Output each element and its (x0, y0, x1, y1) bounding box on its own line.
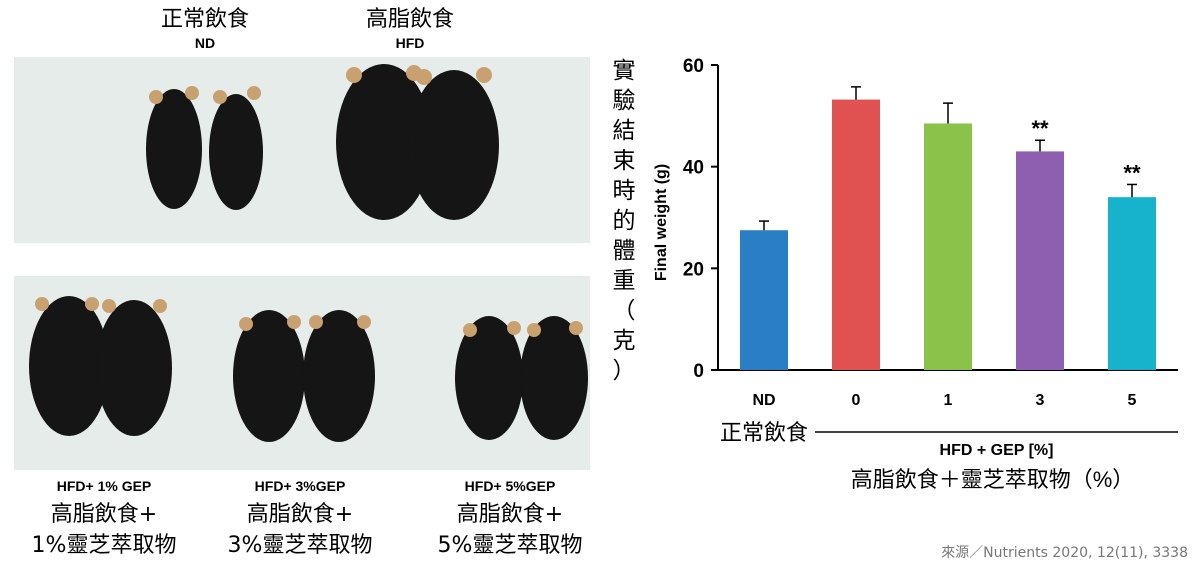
x-tick-label: ND (752, 392, 775, 409)
label-gep5-zh2: 5%靈芝萃取物 (437, 533, 583, 558)
y-tick-label: 0 (693, 361, 704, 382)
x-tick-label: 3 (1036, 392, 1045, 409)
group-label: HFD + GEP [%] (940, 442, 1054, 459)
y-tick-label: 40 (683, 158, 704, 179)
x-tick-label: 0 (852, 392, 861, 409)
bar-5 (1108, 197, 1156, 370)
label-gep5-en: HFD+ 5%GEP (464, 478, 556, 494)
mice-photo-top (14, 57, 590, 243)
label-nd-zh: 正常飲食 (160, 7, 249, 32)
final-weight-bar-chart: 0 20 40 60 Final weight (g) 實驗結束時的體重（克） ND 0 1 **… (613, 56, 1178, 492)
bar-0 (832, 99, 880, 371)
x-tick-label: 1 (944, 392, 953, 409)
y-tick-label: 20 (683, 259, 704, 280)
label-gep3-zh2: 3%靈芝萃取物 (227, 533, 373, 558)
label-hfd-zh: 高脂飲食 (365, 7, 454, 32)
label-gep5-zh1: 高脂飲食+ (456, 502, 564, 527)
y-tick-label: 60 (683, 56, 704, 77)
label-gep1-en: HFD+ 1% GEP (56, 478, 152, 494)
label-hfd-en: HFD (395, 35, 425, 51)
nd-label-zh: 正常飲食 (720, 420, 808, 445)
y-axis-label: Final weight (g) (653, 164, 670, 281)
y-axis-label-zh: 實驗結束時的體重（克） (613, 57, 636, 383)
label-gep3-en: HFD+ 3%GEP (254, 478, 346, 494)
mice-photo-bottom (14, 276, 590, 470)
bar-1 (924, 123, 972, 370)
mice-top-illustration (146, 64, 499, 220)
bar-3 (1016, 151, 1064, 370)
label-nd-en: ND (194, 35, 216, 51)
group-label-zh: 高脂飲食＋靈芝萃取物（%） (851, 467, 1135, 492)
source-citation: 來源／Nutrients 2020, 12(11), 3338 (941, 545, 1188, 561)
significance-mark: ** (1031, 116, 1049, 141)
label-gep1-zh1: 高脂飲食+ (50, 502, 158, 527)
mice-bottom-illustration (29, 296, 588, 442)
x-tick-label: 5 (1128, 392, 1137, 409)
significance-mark: ** (1123, 160, 1141, 185)
bar-ND (740, 230, 788, 370)
label-gep3-zh1: 高脂飲食+ (246, 502, 354, 527)
label-gep1-zh2: 1%靈芝萃取物 (31, 533, 177, 558)
